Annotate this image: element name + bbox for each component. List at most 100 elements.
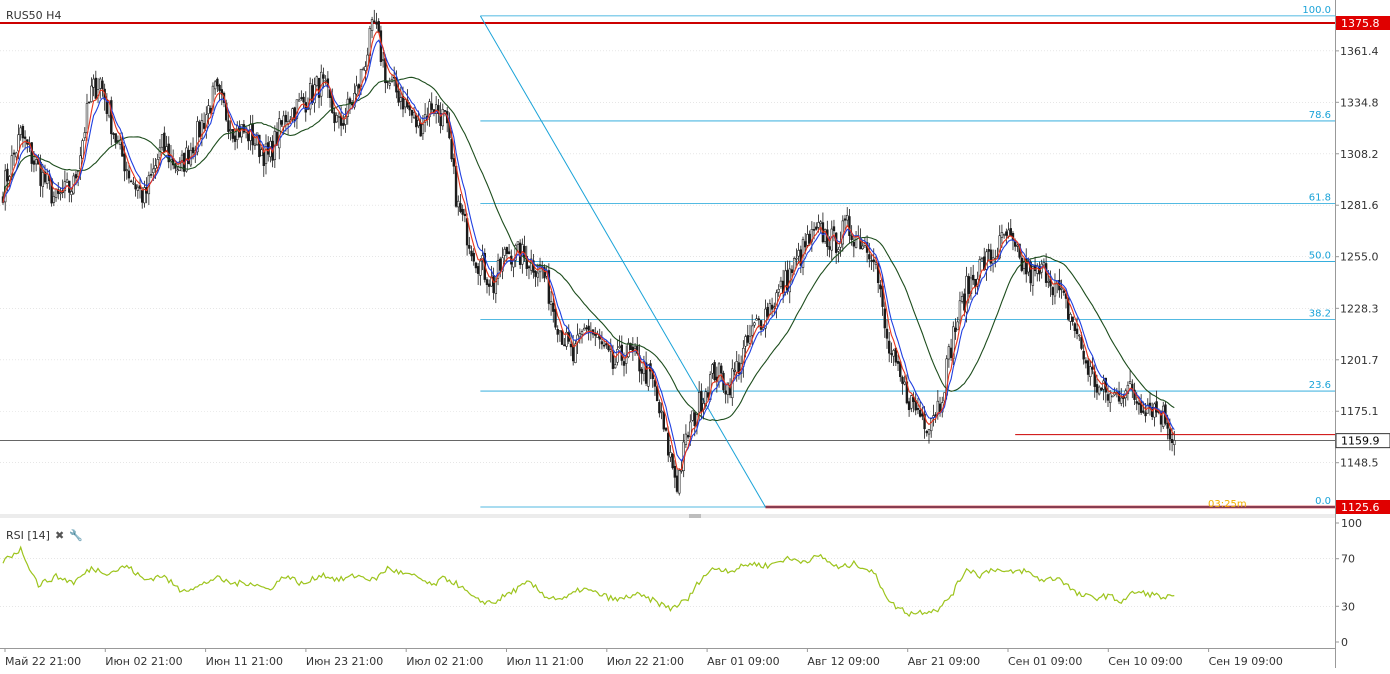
candle-body	[23, 136, 27, 139]
candle-body	[381, 59, 385, 61]
candle-body	[90, 85, 93, 102]
candle-body	[523, 245, 526, 257]
candle-body	[505, 247, 509, 254]
candle-body	[874, 262, 878, 265]
candle-body	[430, 103, 433, 110]
candle-body	[386, 81, 389, 83]
candle-body	[828, 246, 831, 250]
time-axis[interactable]: Май 22 21:00 Июн 02 21:00 Июн 11 21:00 Июн …	[0, 648, 1335, 668]
candle-body	[636, 346, 639, 354]
candle-body	[253, 143, 257, 146]
candle-body	[284, 114, 288, 123]
candle-body	[799, 249, 803, 266]
candle-body	[879, 284, 882, 290]
resistance-price-tag: 1375.8	[1341, 17, 1380, 30]
candle-body	[662, 412, 665, 430]
candle-body	[667, 432, 670, 456]
candle-body	[315, 76, 319, 86]
candle-body	[231, 129, 235, 139]
candle-body	[764, 308, 767, 329]
candle-body	[388, 82, 391, 86]
candle-body	[987, 249, 990, 252]
candle-body	[691, 410, 694, 421]
price-axis[interactable]: 1361.4 1334.8 1308.2 1281.6 1255.0 1228.3 1201…	[1335, 0, 1390, 668]
candle-body	[658, 402, 661, 414]
candle-body	[125, 169, 128, 171]
candle-body	[872, 259, 875, 263]
candle-body	[633, 346, 637, 349]
time-tick-label: Авг 12 09:00	[807, 655, 879, 668]
candle-body	[180, 154, 184, 163]
candle-body	[17, 134, 20, 152]
candle-body	[441, 109, 444, 127]
price-tick-label: 1308.2	[1340, 148, 1379, 161]
candle-body	[883, 308, 886, 329]
close-icon[interactable]: ✖	[54, 529, 65, 542]
price-tick-label: 1228.3	[1340, 302, 1379, 315]
candle-body	[324, 80, 327, 82]
rsi-axis: 100 70 30 0	[1335, 517, 1362, 649]
candle-body	[300, 97, 303, 99]
candle-body	[890, 353, 893, 355]
rsi-tick-label: 0	[1341, 636, 1348, 649]
candle-body	[1062, 290, 1066, 293]
candle-body	[1097, 386, 1101, 395]
candle-body	[344, 116, 347, 125]
time-tick-label: Июл 02 21:00	[406, 655, 483, 668]
candle-body	[485, 279, 489, 286]
candle-body	[30, 142, 33, 164]
current-price-tag: 1159.9	[1341, 435, 1380, 448]
candle-body	[70, 191, 73, 195]
price-tick-label: 1361.4	[1340, 45, 1379, 58]
candle-body	[923, 413, 926, 430]
candle-body	[1009, 228, 1012, 237]
candle-body	[750, 325, 754, 336]
candle-body	[693, 412, 696, 427]
time-tick-label: Июл 11 21:00	[507, 655, 584, 668]
candle-body	[868, 254, 871, 260]
candle-body	[229, 129, 232, 131]
candle-body	[850, 235, 853, 241]
candle-body	[85, 103, 89, 133]
candle-body	[596, 334, 599, 338]
candle-body	[450, 139, 453, 160]
candle-body	[499, 258, 502, 271]
candle-body	[848, 216, 851, 236]
candle-body	[870, 260, 873, 262]
time-tick-label: Авг 21 09:00	[908, 655, 980, 668]
candle-body	[925, 431, 928, 434]
pane-resize-handle[interactable]	[689, 514, 701, 518]
candle-body	[1128, 381, 1132, 384]
candle-body	[602, 344, 606, 347]
candle-body	[700, 390, 703, 412]
candle-body	[605, 343, 608, 346]
candle-body	[892, 350, 895, 357]
candle-body	[918, 409, 922, 417]
candle-body	[1089, 366, 1092, 378]
candle-body	[236, 125, 239, 140]
candle-body	[985, 251, 988, 270]
time-tick-label: Май 22 21:00	[5, 655, 81, 668]
price-tick-label: 1148.5	[1340, 457, 1379, 470]
price-tick-label: 1255.0	[1340, 251, 1379, 264]
ema-slow-line	[2, 31, 1175, 471]
candle-body	[786, 269, 789, 291]
candle-body	[971, 274, 975, 281]
candle-body	[112, 133, 115, 135]
candle-body	[837, 249, 840, 252]
candle-body	[342, 123, 345, 126]
candle-body	[34, 159, 38, 165]
candle-body	[1135, 401, 1138, 404]
wrench-icon[interactable]: 🔧	[69, 529, 83, 542]
candle-body	[278, 118, 281, 149]
candle-body	[163, 132, 166, 153]
fib-level-label: 61.8	[1309, 192, 1331, 203]
candle-body	[819, 221, 822, 224]
pane-separator[interactable]	[0, 514, 1335, 518]
candle-body	[980, 257, 984, 260]
candle-body	[198, 121, 201, 138]
candle-body	[280, 120, 283, 125]
candle-body	[1170, 438, 1174, 443]
